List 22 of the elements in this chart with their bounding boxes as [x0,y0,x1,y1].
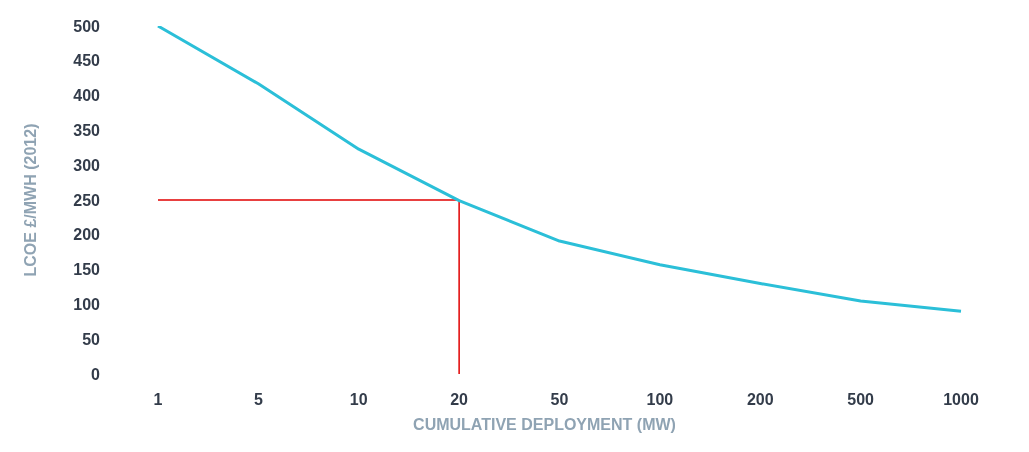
x-tick-label: 20 [450,391,469,409]
y-tick-label: 150 [73,261,101,279]
y-tick-label: 400 [73,87,101,105]
y-tick-label: 0 [91,365,101,383]
x-tick-label: 200 [746,391,774,409]
y-tick-label: 500 [73,17,101,35]
y-tick-label: 250 [73,191,101,209]
x-tick-label: 5 [253,391,263,409]
y-tick-label: 50 [82,330,101,348]
x-tick-label: 1000 [943,391,979,409]
y-tick-label: 450 [73,52,101,70]
y-tick-label: 200 [73,226,101,244]
x-tick-label: 50 [550,391,569,409]
x-tick-label: 1 [153,391,163,409]
y-tick-label: 300 [73,156,101,174]
x-tick-label: 10 [349,391,368,409]
y-tick-label: 100 [73,296,101,314]
x-tick-label: 100 [646,391,674,409]
x-axis-title: CUMULATIVE DEPLOYMENT (MW) [413,416,676,433]
y-tick-label: 350 [73,122,101,140]
x-tick-label: 500 [847,391,875,409]
y-axis-title: LCOE £/MWH (2012) [21,123,39,277]
